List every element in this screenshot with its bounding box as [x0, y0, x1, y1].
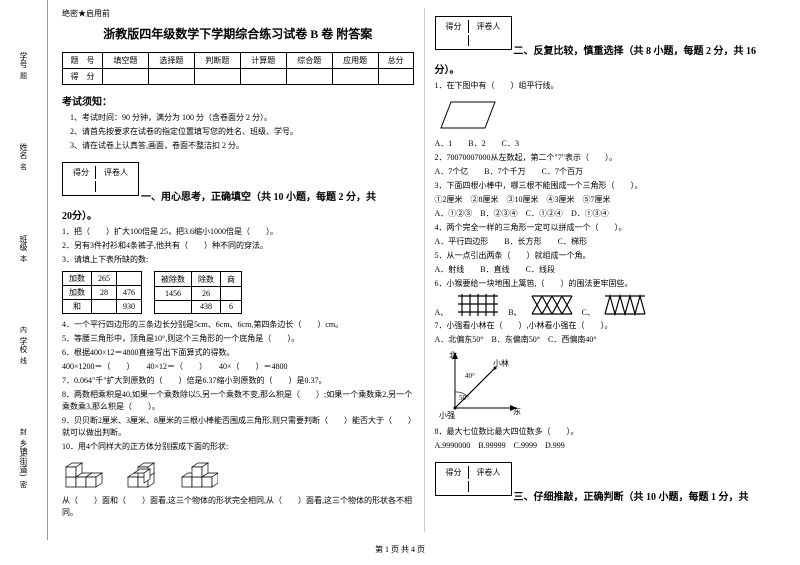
spine-field-banji: 班级本: [18, 235, 29, 262]
q10: 10．用4个同样大的正方体分别摆成下面的形状:: [62, 441, 414, 453]
svg-text:小强: 小强: [439, 411, 455, 420]
binding-spine: 学号题 姓名名 班级本 内学校线 封乡镇(街道)密: [0, 0, 48, 540]
p5: 5．从一点引出两条（ ）就组成一个角。: [435, 250, 787, 262]
section-2-title-b: 分）。: [435, 61, 787, 76]
cube-set-2: [124, 457, 164, 491]
q6a: 400×1200＝（ ） 40×12＝（ ） 40×（ ）＝4800: [62, 361, 414, 373]
svg-text:小林: 小林: [493, 358, 509, 368]
fence-b: [530, 292, 574, 318]
p3: 3．下面四根小棒中，哪三根不能围成一个三角形（ ）。: [435, 180, 787, 192]
p4opts: A．平行四边形 B．长方形 C．梯形: [435, 236, 787, 248]
spine-field-xingming: 姓名名: [18, 143, 29, 170]
section-1-title: 一、用心思考，正确填空（共 10 小题，每题 2 分，共: [141, 192, 376, 203]
svg-text:40°: 40°: [465, 372, 475, 380]
p3opts2: A．①②③ B．②③④ C．①②④ D．①③④: [435, 208, 787, 220]
p8: 8．最大七位数比最大四位数多（ ）。: [435, 426, 787, 438]
fence-a: [456, 292, 500, 318]
section-1-title-b: 20分）。: [62, 207, 414, 222]
score-bar-1: 得分评卷人: [62, 162, 139, 196]
right-column: 得分评卷人 二、反复比较，慎重选择（共 8 小题，每题 2 分，共 16 分）。…: [425, 8, 797, 532]
q3: 3．请填上下表所缺的数:: [62, 254, 414, 266]
fence-c: [603, 292, 647, 318]
p6: 6．小猴要给一块地围上篱笆,（ ）的围法更牢固些。: [435, 278, 787, 290]
p4: 4．两个完全一样的三角形一定可以拼成一个（ ）。: [435, 222, 787, 234]
secret-label: 绝密★启用前: [62, 8, 414, 19]
q1: 1．把（ ）扩大100倍是 25，把3.6缩小1000倍是（ ）。: [62, 226, 414, 238]
spine-field-xuexiao: 内学校线: [18, 326, 29, 364]
notice-heading: 考试须知：: [62, 93, 414, 108]
exam-title: 浙教版四年级数学下学期综合练习试卷 B 卷 附答案: [62, 25, 414, 42]
p7opts: A．北偏东50° B．东偏南50° C．西偏南40°: [435, 334, 787, 346]
score-bar-2: 得分评卷人: [435, 16, 512, 50]
page-content: 绝密★启用前 浙教版四年级数学下学期综合练习试卷 B 卷 附答案 题 号填空题选…: [48, 0, 800, 540]
q4: 4．一个平行四边形的三条边长分别是5cm、6cm、6cm,第四条边长（ ）cm。: [62, 319, 414, 331]
q2: 2．另有3件衬衫和4条裤子,他共有（ ）种不同的穿法。: [62, 240, 414, 252]
p3opts: ①2厘米 ②8厘米 ③10厘米 ④3厘米 ⑤7厘米: [435, 194, 787, 206]
p1opts: A．1 B．2 C．3: [435, 138, 787, 150]
notice-list: 1、考试时间：90 分钟，满分为 100 分（含卷面分 2 分）。 2、请首先按…: [70, 112, 414, 152]
p8opts: A.9990000 B.99999 C.9999 D.999: [435, 440, 787, 452]
addition-table: 加数265 加数28476 和930: [62, 271, 142, 314]
svg-text:50°: 50°: [459, 394, 469, 402]
compass-figure: 北 东 小林 小强 40° 50°: [435, 348, 525, 424]
spine-field-xiangzhen: 封乡镇(街道)密: [18, 428, 29, 487]
left-column: 绝密★启用前 浙教版四年级数学下学期综合练习试卷 B 卷 附答案 题 号填空题选…: [52, 8, 425, 532]
cube-set-1: [62, 457, 110, 491]
opt-b-label: B、: [508, 307, 521, 318]
cubes-figure: [62, 457, 414, 491]
q7: 7．0.064"千"扩大到原数的（ ）倍是6.37缩小到原数的（ ）是0.37。: [62, 375, 414, 387]
spine-field-xuehao: 学号题: [18, 52, 29, 79]
score-table: 题 号填空题选择题判断题计算题综合题应用题总分 得 分: [62, 52, 414, 85]
p5opts: A．射线 B．直线 C．线段: [435, 264, 787, 276]
page-footer: 第 1 页 共 4 页: [0, 540, 800, 559]
q10b: 从（ ）面和（ ）面看,这三个物体的形状完全相同,从（ ）面看,这三个物体的形状…: [62, 495, 414, 519]
cube-set-3: [178, 457, 218, 491]
q5: 5．等腰三角形中，顶角是10°,则这个三角形的一个底角是（ ）。: [62, 333, 414, 345]
opt-a-label: A、: [435, 307, 449, 318]
opt-c-label: C、: [582, 307, 595, 318]
section-3-title: 三、仔细推敲，正确判断（共 10 小题，每题 1 分，共: [514, 492, 749, 503]
p1: 1．在下图中有（ ）组平行线。: [435, 80, 787, 92]
svg-text:东: 东: [513, 406, 521, 416]
p2opts: A．7个亿 B．7个千万 C．7个百万: [435, 166, 787, 178]
q9: 9．贝贝断2厘米、3厘米、8厘米的三根小棒能否围成三角形,则只需要判断（ ）能否…: [62, 415, 414, 439]
q8: 8．两数相乘积是40,如果一个乘数除以5,另一个乘数不变,那么积是（ ）;如果一…: [62, 389, 414, 413]
q6: 6．根据400×12＝4800直接写出下面算式的得数。: [62, 347, 414, 359]
p7: 7．小强看小林在（ ）,小林看小强在（ ）。: [435, 320, 787, 332]
fence-options: A、 B、 C、: [435, 292, 787, 318]
division-table: 被除数除数商 145626 4386: [154, 271, 242, 314]
section-2-title: 二、反复比较，慎重选择（共 8 小题，每题 2 分，共 16: [514, 46, 757, 57]
svg-text:北: 北: [449, 351, 457, 360]
p2: 2．70070007000从左数起，第二个"7"表示（ ）。: [435, 152, 787, 164]
score-bar-3: 得分评卷人: [435, 462, 512, 496]
parallelogram-figure: [435, 96, 505, 134]
